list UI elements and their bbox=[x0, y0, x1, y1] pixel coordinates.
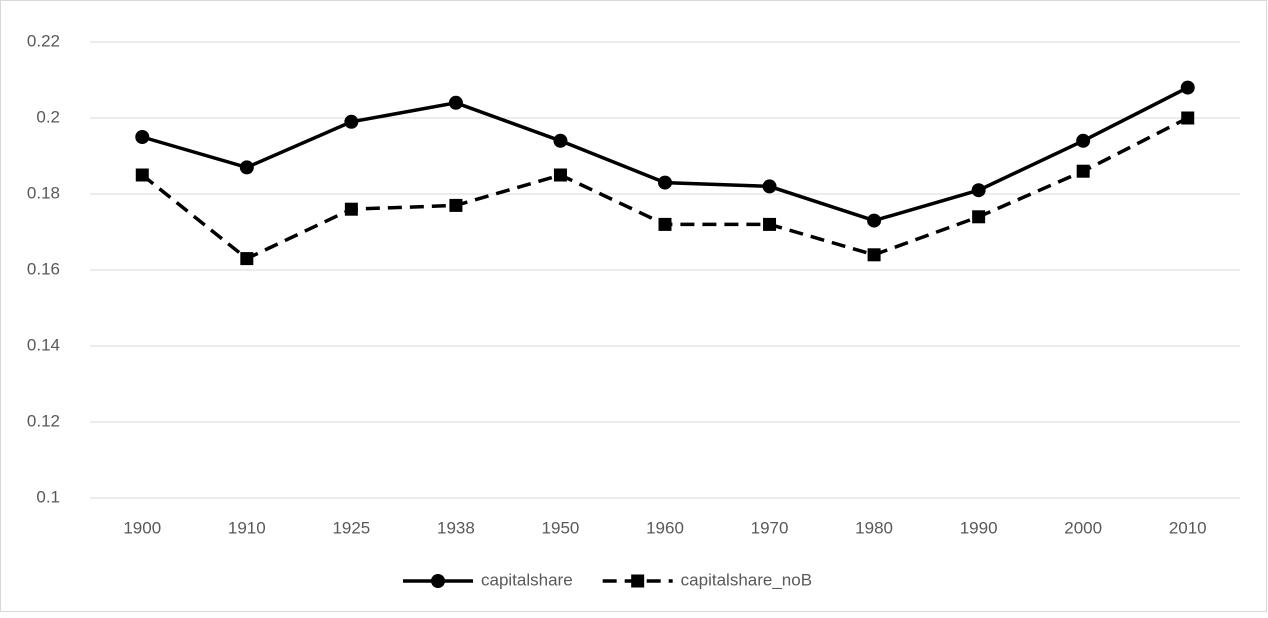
x-tick-label: 1960 bbox=[646, 518, 684, 537]
y-tick-label: 0.18 bbox=[27, 183, 60, 202]
data-point bbox=[867, 248, 881, 262]
x-tick-label: 1900 bbox=[123, 518, 161, 537]
legend-label: capitalshare_noB bbox=[681, 570, 812, 589]
y-tick-label: 0.14 bbox=[27, 335, 60, 354]
data-point bbox=[344, 202, 358, 216]
data-point bbox=[658, 217, 672, 231]
data-point bbox=[135, 130, 150, 144]
data-point bbox=[448, 95, 463, 110]
data-point bbox=[763, 217, 777, 231]
legend-marker bbox=[631, 574, 645, 588]
x-tick-label: 2000 bbox=[1064, 518, 1102, 537]
data-point bbox=[553, 133, 568, 148]
y-tick-label: 0.1 bbox=[36, 487, 60, 506]
y-tick-label: 0.16 bbox=[27, 259, 60, 278]
data-point bbox=[1181, 111, 1195, 125]
data-point bbox=[1180, 80, 1195, 95]
legend-marker bbox=[431, 574, 445, 588]
x-tick-label: 1938 bbox=[437, 518, 475, 537]
data-point bbox=[449, 198, 463, 212]
x-tick-label: 1910 bbox=[228, 518, 266, 537]
x-tick-label: 1950 bbox=[542, 518, 580, 537]
data-point bbox=[1076, 164, 1090, 178]
x-tick-label: 1990 bbox=[960, 518, 998, 537]
x-tick-label: 1980 bbox=[855, 518, 893, 537]
y-tick-label: 0.2 bbox=[36, 107, 60, 126]
x-tick-label: 2010 bbox=[1169, 518, 1207, 537]
data-point bbox=[344, 114, 359, 129]
data-point bbox=[658, 175, 672, 190]
y-tick-label: 0.22 bbox=[27, 31, 60, 50]
data-point bbox=[135, 168, 149, 182]
data-point bbox=[1076, 133, 1091, 148]
data-point bbox=[553, 168, 567, 182]
x-tick-label: 1970 bbox=[751, 518, 789, 537]
data-point bbox=[971, 183, 986, 198]
x-tick-label: 1925 bbox=[332, 518, 370, 537]
data-point bbox=[239, 160, 254, 175]
y-tick-label: 0.12 bbox=[27, 411, 60, 430]
data-point bbox=[972, 210, 986, 224]
data-point bbox=[867, 213, 882, 228]
data-point bbox=[240, 252, 254, 266]
legend-label: capitalshare bbox=[481, 570, 573, 589]
data-point bbox=[762, 179, 777, 194]
